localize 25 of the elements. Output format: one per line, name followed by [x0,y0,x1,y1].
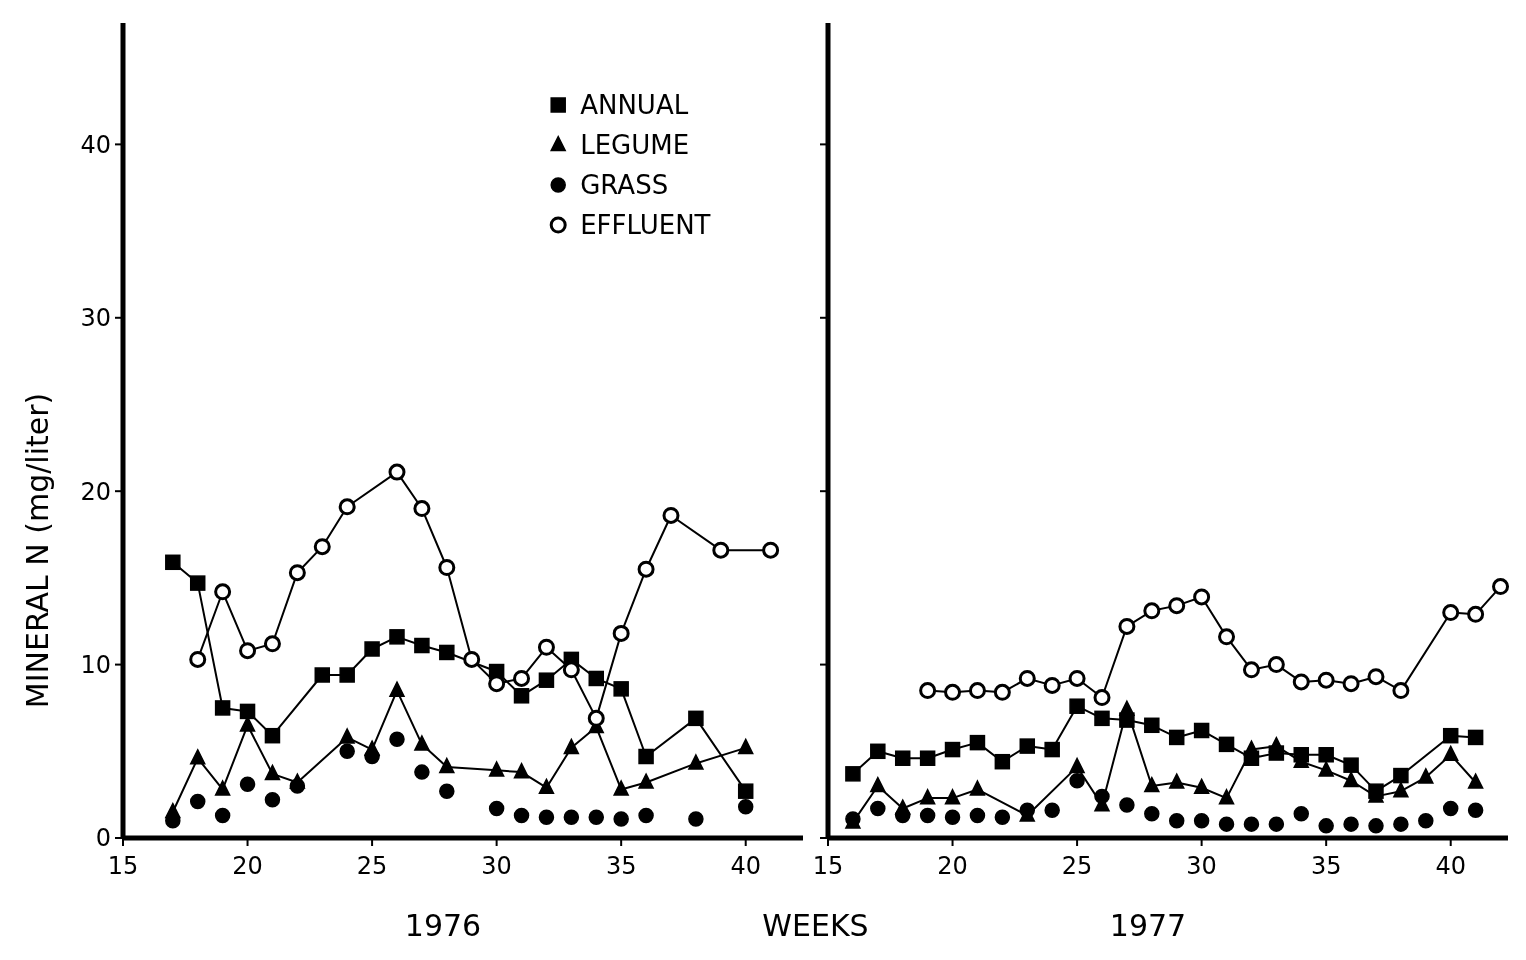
x-tick-label: 15 [107,852,139,880]
x-tick-label: 35 [1310,852,1342,880]
legend-label: GRASS [580,170,669,200]
x-tick-label: 40 [1435,852,1466,880]
x-tick-label: 25 [356,852,388,880]
legend-label: EFFLUENT [580,210,711,240]
x-tick-label: 30 [481,852,512,880]
legend-label: ANNUAL [580,90,689,120]
x-tick-label: 35 [605,852,637,880]
y-tick-label: 20 [80,477,111,506]
y-tick-label: 10 [80,651,111,679]
legend-label: LEGUME [580,130,690,160]
x-tick-label: 30 [1186,852,1217,880]
x-tick-label: 40 [730,852,761,880]
y-tick-label: 40 [80,130,111,159]
x-axis-title: 1976 [404,908,482,943]
y-tick-label: 30 [80,304,111,333]
x-axis-title: 1977 [1109,908,1187,943]
x-tick-label: 25 [1061,852,1093,880]
text: WEEKS [762,908,869,943]
x-tick-label: 15 [812,852,844,880]
y-tick-label: 0 [95,824,111,853]
y-axis-title: MINERAL N (mg/liter) [20,392,55,709]
x-tick-label: 20 [937,852,968,880]
x-tick-label: 20 [232,852,263,880]
